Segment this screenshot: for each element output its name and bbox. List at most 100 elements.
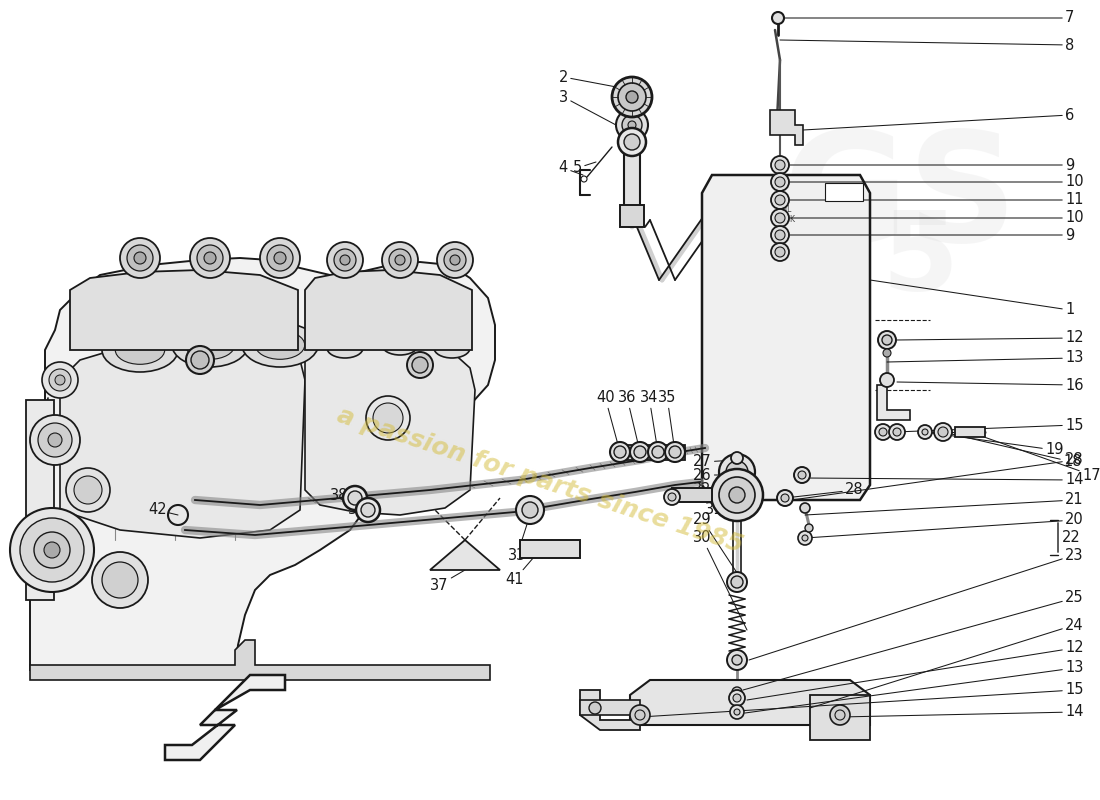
Polygon shape xyxy=(810,695,870,740)
Bar xyxy=(955,427,984,437)
Text: 10: 10 xyxy=(789,174,1084,190)
Circle shape xyxy=(835,710,845,720)
Circle shape xyxy=(39,423,72,457)
Circle shape xyxy=(771,209,789,227)
Polygon shape xyxy=(430,540,500,570)
Text: 32: 32 xyxy=(693,482,757,498)
Circle shape xyxy=(66,468,110,512)
Circle shape xyxy=(771,191,789,209)
Text: 24: 24 xyxy=(810,618,1084,708)
Text: a passion for parts since 1985: a passion for parts since 1985 xyxy=(334,403,746,557)
Text: 25: 25 xyxy=(742,590,1084,690)
Circle shape xyxy=(732,452,742,464)
Text: 30: 30 xyxy=(693,530,747,630)
Circle shape xyxy=(50,369,72,391)
Circle shape xyxy=(34,532,70,568)
Circle shape xyxy=(800,503,810,513)
Ellipse shape xyxy=(242,323,318,367)
Text: 42: 42 xyxy=(148,502,178,518)
Circle shape xyxy=(938,427,948,437)
Circle shape xyxy=(666,442,685,462)
Circle shape xyxy=(798,471,806,479)
Bar xyxy=(624,152,640,207)
Circle shape xyxy=(883,349,891,357)
Circle shape xyxy=(30,415,80,465)
Text: 40: 40 xyxy=(596,390,620,452)
Polygon shape xyxy=(60,340,305,538)
Circle shape xyxy=(626,91,638,103)
Circle shape xyxy=(334,249,356,271)
Circle shape xyxy=(407,352,433,378)
Text: 5: 5 xyxy=(881,206,958,314)
Circle shape xyxy=(934,423,952,441)
Circle shape xyxy=(664,489,680,505)
Circle shape xyxy=(771,243,789,261)
Circle shape xyxy=(274,252,286,264)
Ellipse shape xyxy=(102,328,178,372)
Circle shape xyxy=(777,490,793,506)
Circle shape xyxy=(771,226,789,244)
Text: 14: 14 xyxy=(805,473,1084,487)
Text: 14: 14 xyxy=(840,705,1084,719)
Circle shape xyxy=(581,176,587,182)
Polygon shape xyxy=(165,675,285,760)
Circle shape xyxy=(516,496,544,524)
Text: 41: 41 xyxy=(505,550,540,587)
Circle shape xyxy=(389,249,411,271)
Text: 34: 34 xyxy=(640,390,659,452)
Polygon shape xyxy=(630,680,870,725)
Polygon shape xyxy=(70,270,298,350)
Ellipse shape xyxy=(434,338,470,358)
Text: 33: 33 xyxy=(508,515,530,562)
Circle shape xyxy=(630,705,650,725)
Circle shape xyxy=(734,709,740,715)
Circle shape xyxy=(771,156,789,174)
Bar xyxy=(26,400,54,600)
Circle shape xyxy=(197,245,223,271)
Circle shape xyxy=(781,494,789,502)
Circle shape xyxy=(373,403,403,433)
Circle shape xyxy=(92,552,148,608)
Bar xyxy=(580,700,640,715)
Circle shape xyxy=(102,562,138,598)
Text: 31: 31 xyxy=(705,498,724,518)
Text: 21: 21 xyxy=(805,493,1084,515)
Circle shape xyxy=(126,245,153,271)
Text: 1: 1 xyxy=(870,280,1075,318)
Circle shape xyxy=(669,446,681,458)
Polygon shape xyxy=(702,175,870,500)
Polygon shape xyxy=(305,270,472,350)
Text: 35: 35 xyxy=(658,390,676,452)
Circle shape xyxy=(618,83,646,111)
Text: 22: 22 xyxy=(1062,530,1080,545)
Text: 10: 10 xyxy=(789,210,1084,226)
Circle shape xyxy=(191,351,209,369)
Circle shape xyxy=(918,425,932,439)
Circle shape xyxy=(727,650,747,670)
Circle shape xyxy=(361,503,375,517)
Text: 37: 37 xyxy=(430,570,465,593)
Circle shape xyxy=(922,429,928,435)
Circle shape xyxy=(356,498,380,522)
Circle shape xyxy=(444,249,466,271)
Circle shape xyxy=(719,477,755,513)
Circle shape xyxy=(120,238,160,278)
Circle shape xyxy=(612,77,652,117)
Circle shape xyxy=(340,255,350,265)
Polygon shape xyxy=(30,640,489,680)
Circle shape xyxy=(190,238,230,278)
Circle shape xyxy=(719,454,755,490)
Polygon shape xyxy=(305,342,475,515)
Circle shape xyxy=(74,476,102,504)
Circle shape xyxy=(880,373,894,387)
Text: 7: 7 xyxy=(784,10,1075,26)
Text: 29: 29 xyxy=(693,513,742,582)
Ellipse shape xyxy=(116,336,165,364)
Circle shape xyxy=(618,128,646,156)
Circle shape xyxy=(730,705,744,719)
Circle shape xyxy=(798,531,812,545)
Bar xyxy=(520,540,580,558)
Circle shape xyxy=(732,655,742,665)
Circle shape xyxy=(48,433,62,447)
Circle shape xyxy=(55,375,65,385)
